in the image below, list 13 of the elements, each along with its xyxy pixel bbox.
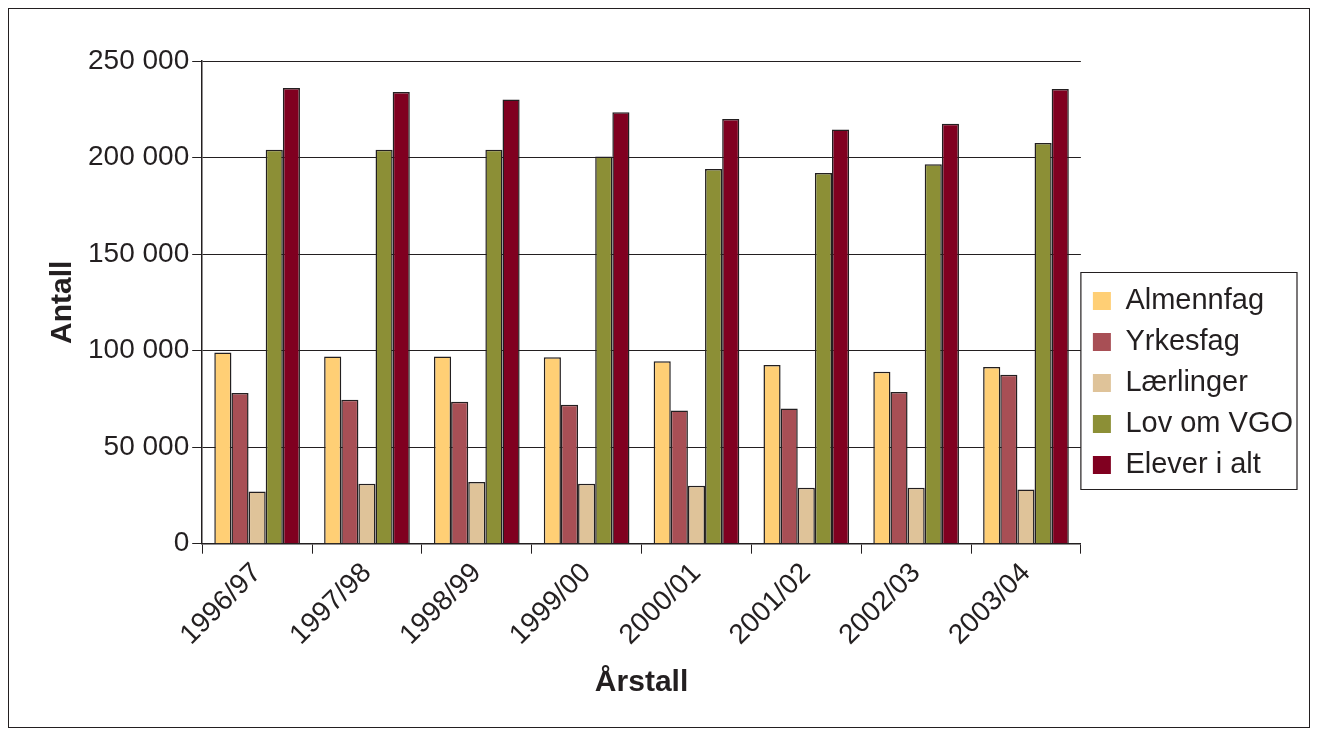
y-tick-label: 200 000 [87,140,190,172]
y-tick-label: 100 000 [87,333,190,365]
y-tick-label: 150 000 [87,236,190,268]
legend-label: Lov om VGO [1125,406,1294,438]
y-axis-title: Antall [44,260,78,345]
legend-label: Yrkesfag [1125,324,1240,356]
y-tick-label: 250 000 [87,43,190,75]
legend-label: Lærlinger [1125,365,1249,397]
y-tick-label: 0 [173,526,190,558]
x-axis-title: Årstall [594,664,689,698]
y-tick-label: 50 000 [103,429,190,461]
legend-label: Elever i alt [1125,447,1261,479]
legend-label: Almennfag [1125,283,1265,315]
